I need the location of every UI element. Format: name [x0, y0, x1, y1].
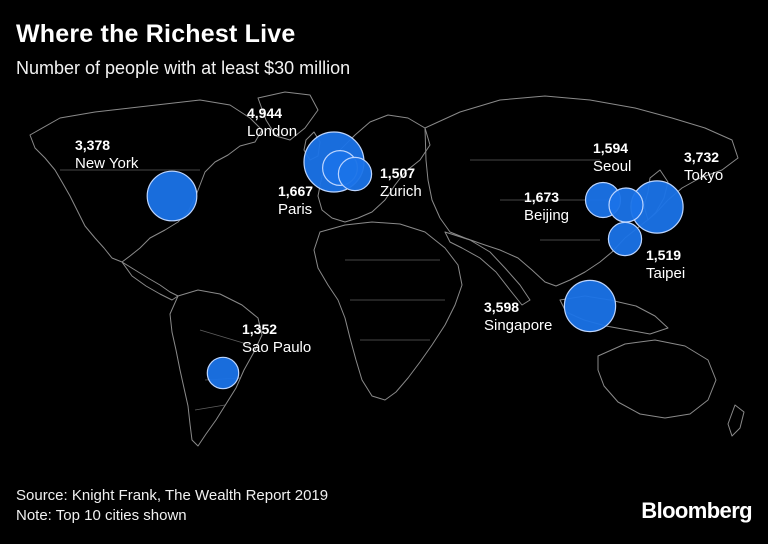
bubble-sao-paulo	[206, 356, 240, 390]
city-bubbles	[146, 131, 684, 390]
bubble-zurich	[337, 156, 373, 192]
arabia-india-outline	[444, 231, 531, 306]
value-label-sao-paulo: 1,352	[242, 321, 277, 337]
bubble-singapore	[563, 279, 617, 333]
city-label-new-york: New York	[75, 155, 139, 172]
city-label-beijing: Beijing	[524, 207, 569, 224]
footnote: Note: Top 10 cities shown	[16, 507, 187, 524]
city-label-singapore: Singapore	[484, 317, 552, 334]
bubble-taipei	[607, 221, 643, 257]
source-note: Source: Knight Frank, The Wealth Report …	[16, 487, 329, 504]
map-subtitle: Number of people with at least $30 milli…	[16, 58, 351, 78]
australia-outline	[597, 339, 717, 419]
bubble-seoul	[608, 187, 644, 223]
value-label-beijing: 1,673	[524, 189, 559, 205]
city-label-zurich: Zurich	[380, 183, 422, 200]
city-label-taipei: Taipei	[646, 265, 685, 282]
value-label-paris: 1,667	[278, 183, 313, 199]
city-label-tokyo: Tokyo	[684, 167, 723, 184]
land-outlines	[29, 91, 745, 447]
city-label-sao-paulo: Sao Paulo	[242, 339, 311, 356]
south-america-outline	[169, 289, 263, 447]
value-label-zurich: 1,507	[380, 165, 415, 181]
north-america-outline	[29, 99, 263, 263]
value-label-seoul: 1,594	[593, 140, 628, 156]
value-label-singapore: 3,598	[484, 299, 519, 315]
city-label-seoul: Seoul	[593, 158, 631, 175]
bloomberg-logo: Bloomberg	[641, 498, 752, 523]
central-america-outline	[121, 261, 179, 301]
asia-outline	[424, 95, 739, 287]
value-label-taipei: 1,519	[646, 247, 681, 263]
city-label-london: London	[247, 123, 297, 140]
value-label-new-york: 3,378	[75, 137, 110, 153]
greenland-outline	[257, 91, 319, 141]
city-label-paris: Paris	[278, 201, 312, 218]
value-label-london: 4,944	[247, 105, 282, 121]
value-label-tokyo: 3,732	[684, 149, 719, 165]
city-labels: 3,378 New York 4,944 London 1,667 Paris 1,507 Z…	[75, 105, 723, 356]
bubble-new-york	[146, 170, 198, 222]
map-title: Where the Richest Live	[16, 20, 296, 48]
africa-outline	[313, 221, 463, 401]
new-zealand-outline	[727, 404, 745, 437]
